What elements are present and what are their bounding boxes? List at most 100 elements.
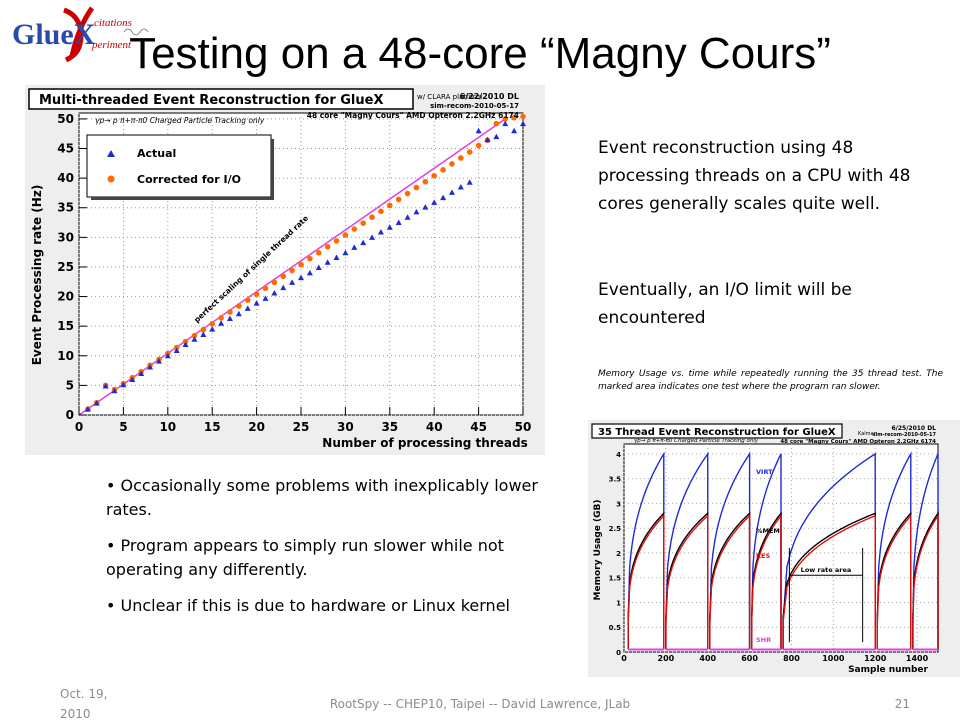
svg-text:citations: citations [94,17,132,29]
corrected-point [502,116,509,122]
x-tick-label: 1000 [822,654,845,663]
corrected-point [191,332,198,339]
chart1-hardware: 48 core "Magny Cours" AMD Opteron 2.2GHz… [307,111,519,120]
actual-point [431,199,438,205]
chart1-legend: Actual Corrected for I/O [86,134,274,200]
y-tick-label: 0 [616,649,621,657]
memory-series-mem [627,511,939,650]
actual-point [182,341,189,348]
actual-point [333,254,340,260]
y-tick-label: 0 [66,408,74,422]
y-tick-label: 45 [57,142,74,156]
corrected-point [244,297,251,303]
corrected-point [395,196,402,203]
y-tick-label: 2.5 [609,525,622,533]
corrected-point [227,309,233,315]
corrected-point [511,114,517,121]
actual-point [226,315,233,321]
chart1-subtitle: γp→ p π+π-π0 Charged Particle Tracking o… [95,116,265,125]
corrected-point [271,279,278,286]
actual-point [244,305,251,311]
chart1-ylabel: Event Processing rate (Hz) [30,185,44,366]
label-mem: %MEM [756,527,780,535]
actual-point [351,244,358,250]
actual-point [493,133,500,140]
slide-title: Testing on a 48-core “Magny Cours” [129,29,831,78]
y-tick-label: 15 [57,319,74,333]
chart1-xlabel: Number of processing threads [322,436,527,450]
actual-point [147,364,154,370]
chart2-date: 6/25/2010 DL [892,425,937,432]
x-tick-label: 1200 [864,654,887,663]
corrected-point [404,190,411,197]
corrected-point [218,315,224,321]
actual-point [93,400,100,406]
chart2-subtitle: γp→ p π+π-π0 Charged Particle Tracking o… [634,438,759,444]
actual-point [502,120,509,127]
actual-point [164,352,171,359]
label-virt: VIRT [756,468,773,476]
actual-point [298,274,304,281]
legend-actual-label: Actual [137,147,176,160]
actual-point [448,189,455,195]
corrected-point [307,255,313,262]
corrected-point [466,149,473,155]
actual-point [129,376,136,382]
actual-point [457,184,464,190]
corrected-point [413,184,420,191]
x-tick-label: 45 [470,420,487,434]
actual-point [475,127,482,134]
y-tick-label: 3.5 [609,476,622,484]
corrected-point [253,291,260,297]
corrected-point [200,326,207,333]
actual-point [395,219,402,226]
x-tick-label: 0 [621,654,627,663]
y-tick-label: 50 [57,112,74,126]
actual-point [253,300,260,306]
actual-point [120,381,127,388]
y-tick-label: 4 [616,451,621,459]
description-io-limit: Eventually, an I/O limit will be encount… [598,280,852,328]
actual-point [200,331,207,337]
y-tick-label: 1.5 [609,575,622,583]
svg-text:periment: periment [91,39,132,51]
corrected-point [458,155,464,161]
x-tick-label: 20 [248,420,265,434]
gluex-logo: GlueX citations periment [6,4,166,63]
memory-series-res [627,513,939,650]
chart1-version: sim-recom-2010-05-17 [430,102,519,110]
bullet-list: Occasionally some problems with inexplic… [106,474,576,630]
chart2-version: sim-recom-2010-05-17 [873,432,937,438]
y-tick-label: 2 [616,550,621,558]
corrected-point [378,208,384,215]
actual-point [484,136,491,143]
actual-point [413,208,420,215]
x-tick-label: 200 [658,654,675,663]
footer-date: Oct. 19, 2010 [60,687,108,721]
x-tick-label: 40 [426,420,443,434]
corrected-point [324,244,331,250]
corrected-point [333,238,340,244]
memory-series-virt [627,451,939,650]
actual-point [102,382,109,389]
bullet-item: Unclear if this is due to hardware or Li… [106,594,576,618]
actual-point [306,269,313,276]
actual-point [111,387,118,394]
corrected-point [431,172,438,179]
memory-caption: Memory Usage vs. time while repeatedly r… [598,369,943,392]
y-tick-label: 5 [66,378,74,392]
y-tick-label: 25 [57,260,74,274]
actual-point [191,336,198,342]
actual-point [386,224,393,230]
bullet-item: Program appears to simply run slower whi… [106,534,576,582]
chart2-title: 35 Thread Event Reconstruction for GlueX [598,427,836,438]
y-tick-label: 10 [57,349,74,363]
x-tick-label: 5 [119,420,127,434]
actual-point [520,120,526,127]
label-res: RES [756,552,770,560]
actual-point [404,214,411,220]
svg-text:GlueX: GlueX [12,18,96,51]
actual-point [138,370,145,377]
x-tick-label: 30 [337,420,354,434]
corrected-point [289,267,295,274]
